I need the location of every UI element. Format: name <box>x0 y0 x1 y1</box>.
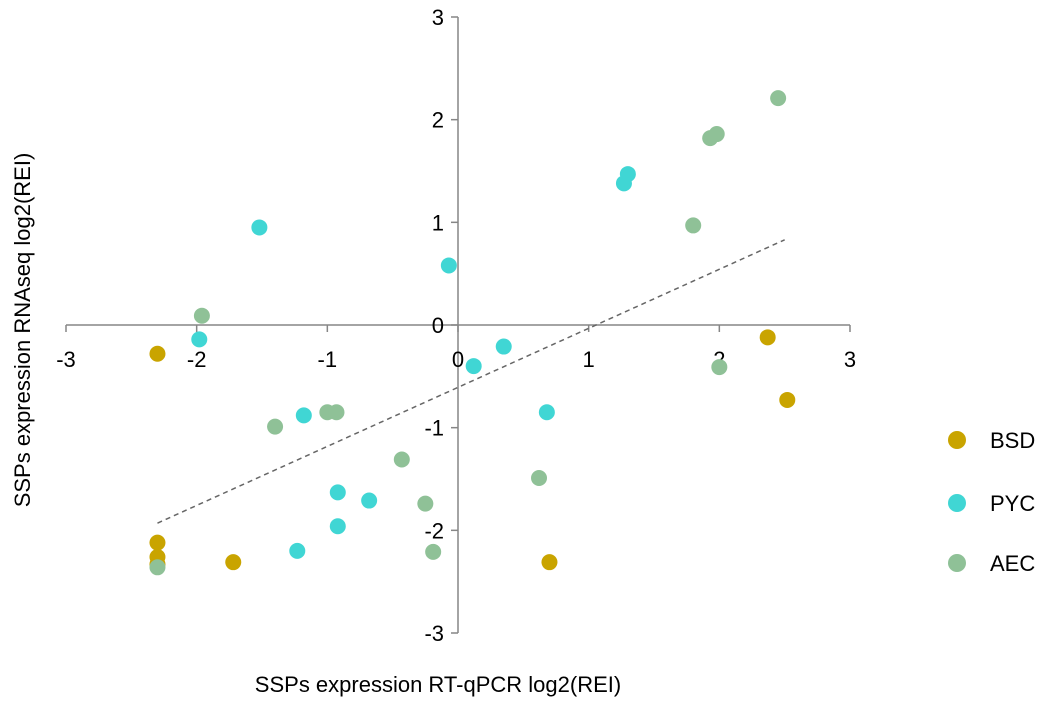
legend-label-pyc: PYC <box>990 491 1035 516</box>
y-tick-label: 0 <box>432 313 444 338</box>
data-point-bsd <box>225 554 242 571</box>
data-point-bsd <box>779 391 796 408</box>
legend-label-aec: AEC <box>990 551 1035 576</box>
series-aec <box>149 90 787 576</box>
data-point-pyc <box>465 358 482 375</box>
data-point-aec <box>708 126 725 143</box>
data-point-aec <box>770 90 787 107</box>
data-point-aec <box>417 495 434 512</box>
data-point-aec <box>193 307 210 324</box>
data-point-pyc <box>538 404 555 421</box>
data-point-aec <box>711 359 728 376</box>
y-tick-label: 3 <box>432 5 444 30</box>
data-point-pyc <box>191 331 208 348</box>
data-point-bsd <box>149 345 166 362</box>
data-point-aec <box>328 404 345 421</box>
data-point-pyc <box>495 338 512 355</box>
data-points <box>149 90 796 576</box>
y-tick-label: -1 <box>424 416 444 441</box>
data-point-aec <box>425 543 442 560</box>
x-tick-label: 3 <box>844 347 856 372</box>
legend-marker-pyc <box>948 494 966 512</box>
y-tick-label: 2 <box>432 108 444 133</box>
y-axis-title: SSPs expression RNAseq log2(REI) <box>10 153 35 508</box>
data-point-pyc <box>619 166 636 183</box>
data-point-bsd <box>541 554 558 571</box>
data-point-pyc <box>251 219 268 236</box>
data-point-aec <box>149 559 166 576</box>
y-tick-label: -3 <box>424 621 444 646</box>
data-point-aec <box>393 451 410 468</box>
data-point-aec <box>685 217 702 234</box>
data-point-bsd <box>759 329 776 346</box>
legend-marker-bsd <box>948 431 966 449</box>
data-point-pyc <box>295 407 312 424</box>
x-tick-label: 0 <box>452 347 464 372</box>
x-tick-label: -2 <box>187 347 207 372</box>
series-pyc <box>191 166 636 559</box>
x-tick-label: 1 <box>583 347 595 372</box>
trendline <box>157 239 785 524</box>
x-tick-label: -3 <box>56 347 76 372</box>
y-tick-label: -2 <box>424 518 444 543</box>
y-tick-label: 1 <box>432 210 444 235</box>
data-point-pyc <box>289 542 306 559</box>
legend: BSD PYC AEC <box>948 428 1035 576</box>
x-axis-title: SSPs expression RT-qPCR log2(REI) <box>255 672 621 697</box>
data-point-pyc <box>361 492 378 509</box>
data-point-bsd <box>149 534 166 551</box>
data-point-pyc <box>329 518 346 535</box>
legend-label-bsd: BSD <box>990 428 1035 453</box>
data-point-aec <box>267 418 284 435</box>
trendline-group <box>157 239 785 524</box>
x-tick-label: -1 <box>318 347 338 372</box>
data-point-aec <box>531 469 548 486</box>
legend-marker-aec <box>948 554 966 572</box>
data-point-pyc <box>329 484 346 501</box>
data-point-pyc <box>440 257 457 274</box>
